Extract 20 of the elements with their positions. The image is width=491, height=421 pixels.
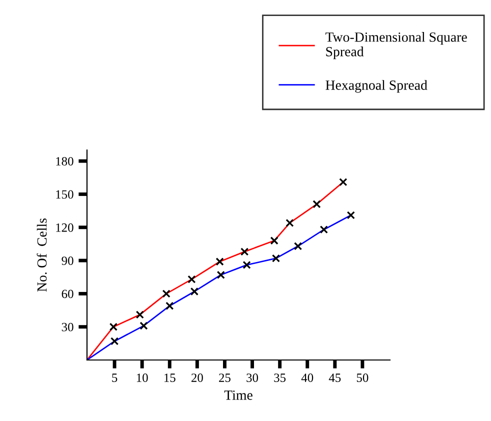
x-tick-label: 35 — [274, 374, 286, 382]
x-tick-label: 20 — [191, 374, 203, 382]
x-tick-label: 15 — [164, 374, 176, 382]
x-tick-label: 10 — [136, 374, 148, 382]
y-tick-label: 60 — [62, 290, 74, 298]
x-axis-title: Time — [224, 390, 252, 400]
y-tick-label: 180 — [56, 157, 74, 166]
y-axis-title: No. Of Cells — [36, 218, 47, 292]
x-tick-label: 25 — [219, 374, 230, 382]
x-tick-label: 5 — [112, 374, 118, 382]
y-tick-label: 30 — [62, 322, 74, 332]
x-tick-label: 30 — [246, 374, 258, 382]
legend-label: Two-Dimensional Square Spread — [326, 32, 467, 60]
y-tick-label: 150 — [56, 190, 74, 199]
x-tick-label: 40 — [301, 374, 314, 382]
x-tick-label: 45 — [328, 374, 341, 382]
y-tick-label: 120 — [56, 223, 74, 232]
legend-label: Hexagnoal Spread — [326, 80, 428, 93]
y-tick-label: 90 — [62, 256, 74, 265]
x-tick-label: 50 — [356, 374, 368, 382]
